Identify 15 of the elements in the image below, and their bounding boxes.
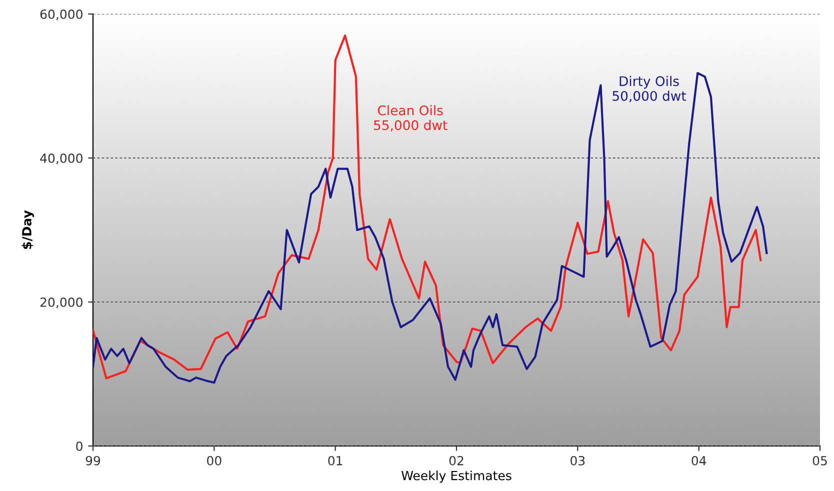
x-tick-label: 05 <box>812 456 827 466</box>
series-label: Dirty Oils 50,000 dwt <box>612 76 686 102</box>
y-tick-label: 60,000 <box>40 9 82 20</box>
x-tick-label: 00 <box>207 456 222 466</box>
x-tick-label: 99 <box>86 456 100 466</box>
y-axis-title: $/Day <box>22 210 34 249</box>
y-tick-label: 20,000 <box>40 297 82 308</box>
x-tick-label: 01 <box>328 456 342 466</box>
y-tick-label: 0 <box>76 441 82 451</box>
x-tick-label: 03 <box>570 456 585 466</box>
x-axis-title: Weekly Estimates <box>402 470 512 483</box>
x-tick-label: 04 <box>692 456 706 466</box>
x-tick-label: 02 <box>449 456 464 466</box>
series-label: Clean Oils 55,000 dwt <box>374 105 448 132</box>
y-tick-label: 40,000 <box>40 153 82 164</box>
